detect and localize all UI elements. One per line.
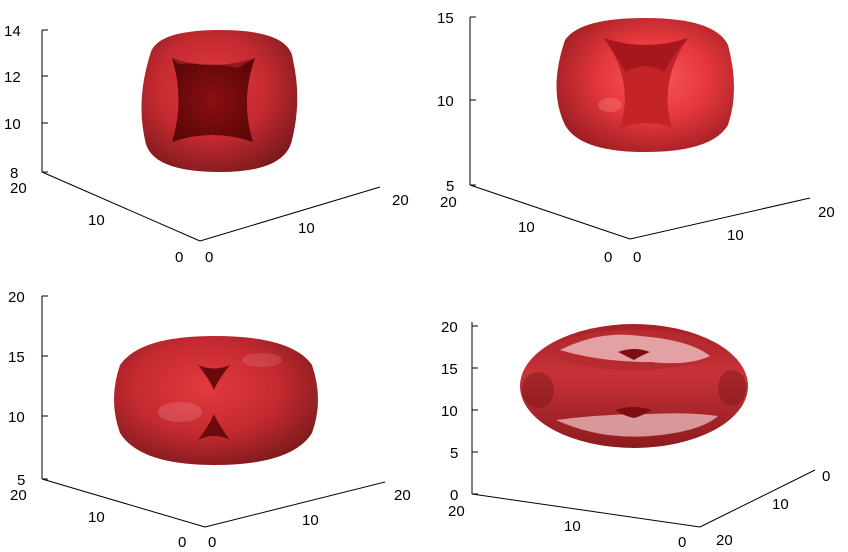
left-tick-label: 20 <box>10 487 27 504</box>
left-tick-label: 0 <box>178 534 186 551</box>
z-tick-label: 15 <box>437 10 454 27</box>
panel-2: 5 10 15 20 10 0 0 10 20 <box>437 10 835 266</box>
right-axis-line <box>699 469 816 528</box>
left-tick-label: 10 <box>88 509 105 526</box>
z-tick-label: 8 <box>10 165 18 182</box>
z-tick-label: 20 <box>441 319 458 336</box>
left-axis-line <box>469 184 631 240</box>
z-tick-label: 5 <box>450 445 458 462</box>
z-tick-label: 15 <box>8 349 25 366</box>
right-tick-label: 10 <box>772 496 789 513</box>
cell-surface-4 <box>520 324 748 448</box>
left-tick-label: 20 <box>440 194 457 211</box>
cell-surface-1 <box>141 30 298 172</box>
left-axis-line <box>41 478 206 528</box>
z-tick-label: 10 <box>437 93 454 110</box>
left-tick-label: 10 <box>88 212 105 229</box>
right-tick-label: 0 <box>208 534 216 551</box>
left-tick-label: 20 <box>10 180 27 197</box>
cell-surface-3 <box>114 336 318 465</box>
left-axis-line <box>471 493 701 528</box>
left-tick-label: 0 <box>678 534 686 551</box>
cell-surface-2 <box>556 18 734 152</box>
z-tick-label: 10 <box>441 403 458 420</box>
left-tick-label: 0 <box>175 249 183 266</box>
left-tick-label: 10 <box>518 219 535 236</box>
right-tick-label: 20 <box>716 532 733 549</box>
z-tick-label: 12 <box>4 69 21 86</box>
panel-1: 8 10 12 14 20 10 0 0 10 20 <box>4 23 409 266</box>
panel-3: 5 10 15 20 20 10 0 0 10 20 <box>8 289 411 551</box>
right-tick-label: 10 <box>298 220 315 237</box>
right-tick-label: 10 <box>302 512 319 529</box>
right-tick-label: 0 <box>822 468 830 485</box>
right-tick-label: 20 <box>818 204 835 221</box>
left-tick-label: 0 <box>604 249 612 266</box>
panel-4: 0 5 10 15 20 20 10 0 20 10 0 <box>441 319 830 551</box>
left-tick-label: 10 <box>564 518 581 535</box>
right-axis-line <box>629 197 811 240</box>
z-tick-label: 10 <box>4 116 21 133</box>
z-tick-label: 0 <box>450 487 458 504</box>
z-tick-label: 20 <box>8 289 25 306</box>
right-axis-line <box>204 481 386 528</box>
right-tick-label: 0 <box>205 249 213 266</box>
right-tick-label: 0 <box>633 249 641 266</box>
z-tick-label: 10 <box>8 409 25 426</box>
z-tick-label: 5 <box>17 472 25 489</box>
z-tick-label: 14 <box>4 23 21 40</box>
right-tick-label: 20 <box>394 487 411 504</box>
left-axis-line <box>41 171 201 242</box>
left-tick-label: 20 <box>448 503 465 520</box>
z-tick-label: 15 <box>441 361 458 378</box>
right-tick-label: 10 <box>727 227 744 244</box>
z-tick-label: 5 <box>446 178 454 195</box>
right-tick-label: 20 <box>392 192 409 209</box>
right-axis-line <box>199 186 381 242</box>
